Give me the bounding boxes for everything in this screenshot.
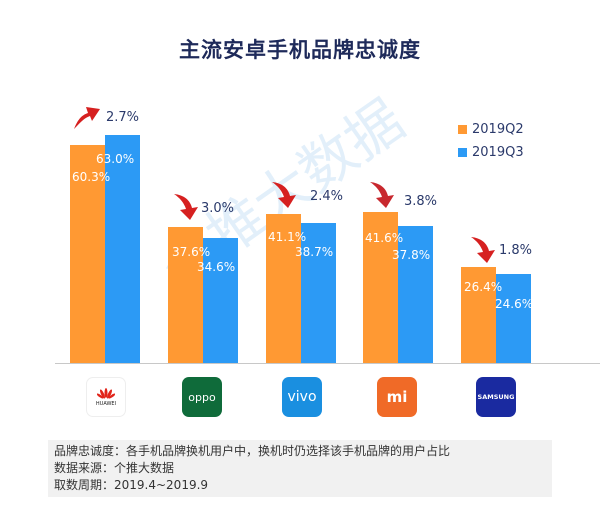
legend-label-q2: 2019Q2 <box>472 122 524 137</box>
arrow-up-icon <box>74 107 100 129</box>
huawei-logo-icon: HUAWEI <box>86 377 126 417</box>
delta-huawei: 2.7% <box>106 110 140 125</box>
x-axis-line <box>55 363 600 364</box>
huawei-text: HUAWEI <box>95 400 117 407</box>
arrow-down-icon <box>471 237 495 263</box>
arrow-down-icon <box>174 194 198 220</box>
bar-oppo-q3 <box>203 238 238 363</box>
label-samsung-q2: 26.4% <box>464 280 503 294</box>
vivo-text: vivo <box>287 389 317 405</box>
bar-samsung-q3 <box>496 274 531 363</box>
samsung-text: SAMSUNG <box>477 393 515 401</box>
arrow-down-icon <box>272 182 296 208</box>
footnote-definition: 品牌忠诚度：各手机品牌换机用户中，换机时仍选择该手机品牌的用户占比 <box>54 444 451 458</box>
label-huawei-q3: 63.0% <box>96 152 135 166</box>
label-mi-q2: 41.6% <box>365 231 404 245</box>
label-oppo-q3: 34.6% <box>197 260 236 274</box>
legend-swatch-q3 <box>458 148 467 157</box>
delta-mi: 3.8% <box>404 194 438 209</box>
bar-oppo-q2 <box>168 227 203 363</box>
label-vivo-q3: 38.7% <box>295 245 334 259</box>
bar-vivo-q3 <box>301 223 336 363</box>
bar-mi-q2 <box>363 212 398 363</box>
legend: 2019Q2 2019Q3 <box>458 118 524 164</box>
label-oppo-q2: 37.6% <box>172 245 211 259</box>
bar-huawei-q3 <box>105 135 140 363</box>
bar-samsung-q2 <box>461 267 496 363</box>
delta-oppo: 3.0% <box>201 201 235 216</box>
legend-swatch-q2 <box>458 125 467 134</box>
label-huawei-q2: 60.3% <box>72 170 111 184</box>
footnote: 品牌忠诚度：各手机品牌换机用户中，换机时仍选择该手机品牌的用户占比 数据来源：个… <box>48 440 552 497</box>
huawei-petal-icon <box>97 387 115 399</box>
label-samsung-q3: 24.6% <box>495 297 534 311</box>
bar-chart: 63.0% 60.3% 2.7% 37.6% 34.6% 3.0% 41.1% … <box>55 107 600 364</box>
oppo-text: oppo <box>188 390 216 404</box>
delta-samsung: 1.8% <box>499 243 533 258</box>
mi-text: mi <box>386 388 408 406</box>
label-vivo-q2: 41.1% <box>268 230 307 244</box>
brand-logos: HUAWEI oppo vivo mi SAMSUNG <box>0 375 600 419</box>
bar-huawei-q2 <box>70 145 105 363</box>
samsung-logo-icon: SAMSUNG <box>476 377 516 417</box>
legend-item-q2: 2019Q2 <box>458 118 524 141</box>
delta-vivo: 2.4% <box>310 189 344 204</box>
footnote-period: 取数周期：2019.4~2019.9 <box>54 478 209 492</box>
oppo-logo-icon: oppo <box>182 377 222 417</box>
legend-label-q3: 2019Q3 <box>472 145 524 160</box>
footnote-source: 数据来源：个推大数据 <box>54 461 175 475</box>
vivo-logo-icon: vivo <box>282 377 322 417</box>
mi-logo-icon: mi <box>377 377 417 417</box>
label-mi-q3: 37.8% <box>392 248 431 262</box>
chart-title: 主流安卓手机品牌忠诚度 <box>179 38 421 62</box>
arrow-down-icon <box>370 182 394 208</box>
bar-vivo-q2 <box>266 214 301 363</box>
bar-mi-q3 <box>398 226 433 363</box>
legend-item-q3: 2019Q3 <box>458 141 524 164</box>
